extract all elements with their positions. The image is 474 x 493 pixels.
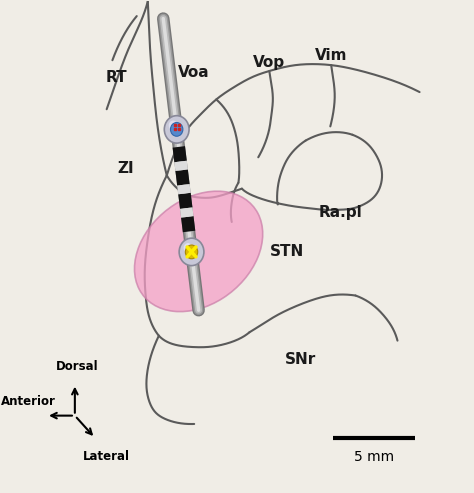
Text: STN: STN [270, 244, 304, 259]
Circle shape [179, 238, 204, 266]
Bar [178, 128, 180, 130]
Bar [174, 124, 176, 126]
Bar [178, 124, 180, 126]
Text: 5 mm: 5 mm [354, 450, 394, 464]
Text: Anterior: Anterior [1, 395, 56, 408]
Circle shape [171, 123, 183, 136]
Circle shape [164, 116, 189, 143]
Text: RT: RT [106, 70, 128, 85]
Text: SNr: SNr [284, 352, 316, 367]
Text: ZI: ZI [118, 161, 134, 176]
Ellipse shape [135, 191, 263, 312]
Circle shape [183, 243, 192, 253]
Text: Vim: Vim [315, 48, 347, 63]
Text: Voa: Voa [178, 65, 210, 80]
Circle shape [169, 121, 178, 130]
Text: Lateral: Lateral [83, 451, 130, 463]
Text: Vop: Vop [253, 55, 285, 70]
Circle shape [185, 245, 198, 259]
Bar [174, 128, 176, 130]
Text: Ra.pl: Ra.pl [318, 205, 362, 220]
Text: Dorsal: Dorsal [56, 360, 99, 373]
